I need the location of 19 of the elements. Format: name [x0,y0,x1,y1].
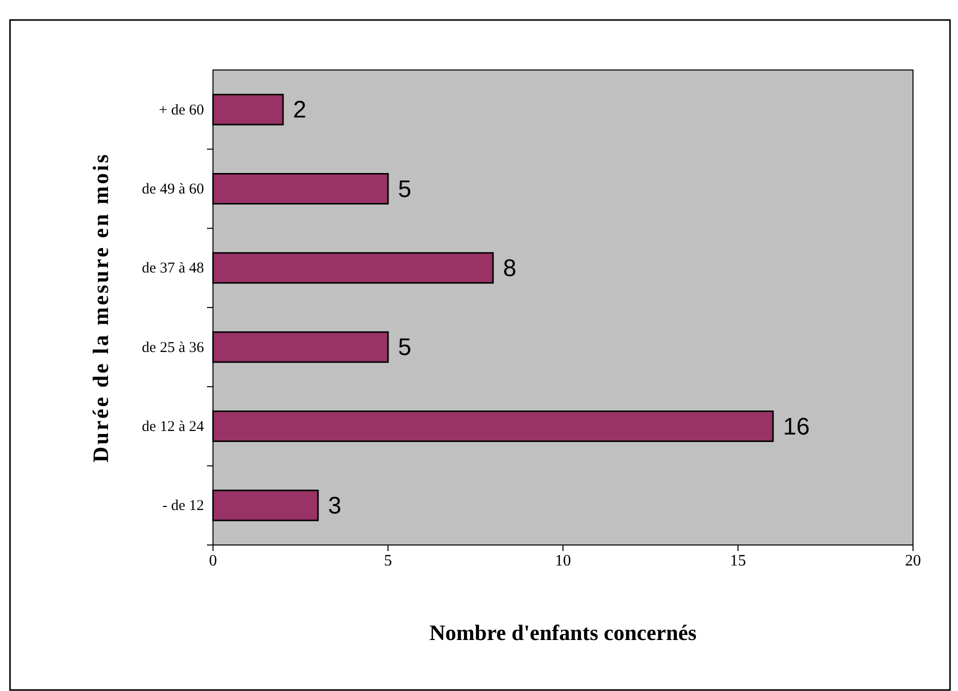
y-tick-label: de 49 à 60 [142,182,204,198]
x-tick-label: 15 [730,552,746,570]
x-tick-label: 5 [384,552,392,570]
x-tick-label: 20 [905,552,921,570]
data-label: 2 [293,96,306,124]
x-axis-title: Nombre d'enfants concernés [429,620,698,645]
x-tick-label: 0 [209,552,217,570]
data-label: 5 [398,334,412,362]
y-tick-label: de 12 à 24 [142,419,204,436]
data-label: 16 [783,413,810,440]
y-tick-label: de 37 à 48 [142,260,204,277]
data-label: 5 [398,176,412,203]
y-tick-label: de 25 à 36 [142,340,204,356]
x-tick-label: 10 [555,552,571,570]
data-label: 8 [503,254,516,282]
y-tick-label: + de 60 [158,102,204,118]
y-tick-label: - de 12 [162,498,204,514]
data-label: 3 [328,492,342,520]
y-axis-title: Durée de la mesure en mois [88,152,113,463]
